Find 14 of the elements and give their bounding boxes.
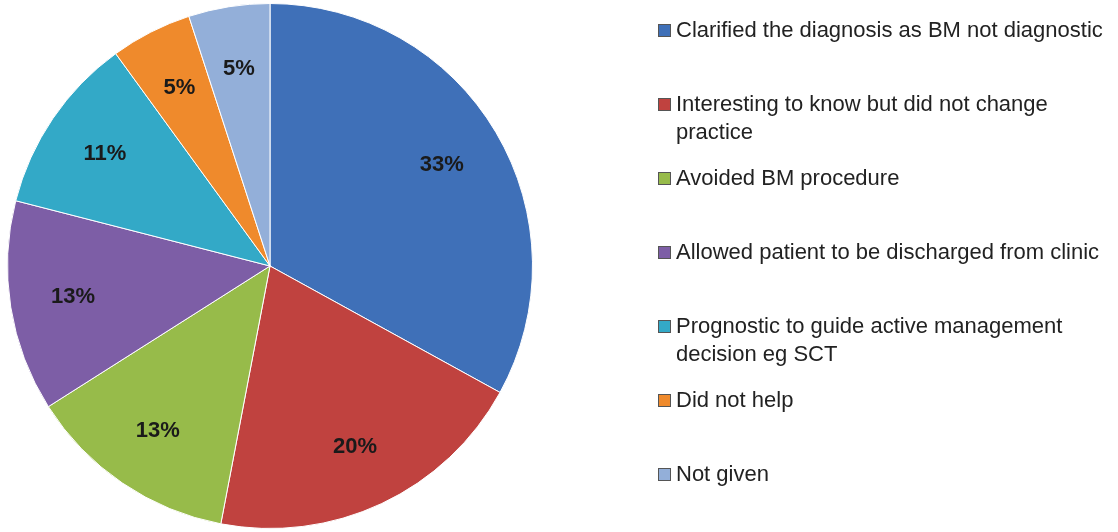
legend-label: Clarified the diagnosis as BM not diagnostic (676, 16, 1103, 44)
data-label: 13% (135, 417, 180, 443)
legend-label: Did not help (676, 386, 794, 414)
data-label: 5% (163, 74, 196, 100)
data-label: 13% (50, 283, 95, 309)
data-label: 5% (222, 55, 255, 81)
data-label: 11% (83, 139, 127, 165)
data-label: 33% (419, 150, 464, 176)
data-label: 20% (332, 432, 377, 458)
legend-label: Interesting to know but did not change practice (676, 90, 1049, 146)
legend-label: Allowed patient to be discharged from clinic (676, 238, 1100, 266)
legend-label: Not given (676, 460, 769, 488)
legend-label: Avoided BM procedure (676, 164, 900, 192)
legend-label: Prognostic to guide active management decision eg SCT (676, 312, 1064, 368)
